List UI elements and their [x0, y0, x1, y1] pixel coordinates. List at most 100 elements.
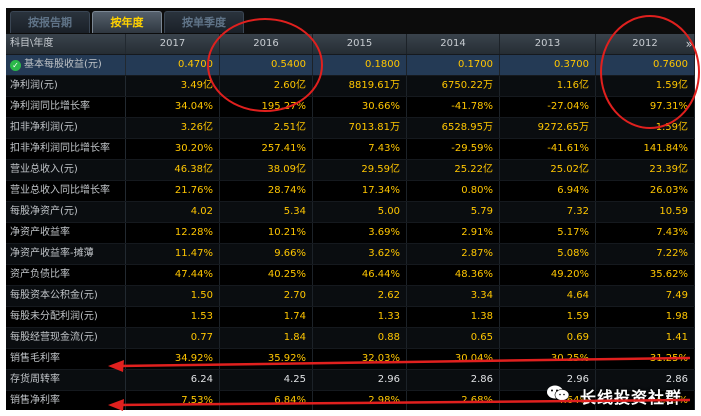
table-cell: 9.66% — [220, 244, 313, 264]
table-cell: 30.66% — [313, 97, 407, 117]
row-label: 销售净利率 — [6, 391, 126, 410]
row-label-text: 每股资本公积金(元) — [10, 290, 98, 301]
table-cell: 2.86 — [596, 370, 695, 390]
row-label-text: 扣非净利润(元) — [10, 122, 78, 133]
table-cell: 35.62% — [596, 265, 695, 285]
table-row[interactable]: 营业总收入(元) 46.38亿 38.09亿 29.59亿 25.22亿 25.02亿 23… — [6, 160, 695, 181]
table-row[interactable]: ✓ 基本每股收益(元) 0.4700 0.5400 0.1800 0.1700 0.3700… — [6, 55, 695, 76]
table-cell: 0.3700 — [500, 55, 596, 75]
table-cell: -41.78% — [407, 97, 500, 117]
table-cell: 29.59亿 — [313, 160, 407, 180]
table-cell: 8819.61万 — [313, 76, 407, 96]
header-year[interactable]: 2012 — [596, 34, 695, 54]
table-row[interactable]: 净资产收益率 12.28% 10.21% 3.69% 2.91% 5.17% 7.43% — [6, 223, 695, 244]
header-label: 科目\年度 — [6, 34, 126, 54]
table-cell: 25.02亿 — [500, 160, 596, 180]
table-cell: 257.41% — [220, 139, 313, 159]
check-icon[interactable]: ✓ — [10, 60, 21, 71]
scroll-right-icon[interactable]: » — [685, 37, 693, 51]
row-label: 净利润同比增长率 — [6, 97, 126, 117]
table-cell: 17.34% — [313, 181, 407, 201]
table-cell: 0.1800 — [313, 55, 407, 75]
table-cell: 0.4700 — [126, 55, 220, 75]
table-cell: 28.74% — [220, 181, 313, 201]
row-label-text: 资产负债比率 — [10, 269, 70, 280]
row-label-text: 销售净利率 — [10, 395, 60, 406]
table-row[interactable]: 销售毛利率 34.92% 35.92% 32.03% 30.04% 30.25% 31.25… — [6, 349, 695, 370]
table-cell: 30.25% — [500, 349, 596, 369]
tab-bar: 按报告期 按年度 按单季度 — [6, 8, 695, 34]
table-cell: 2.70 — [220, 286, 313, 306]
table-row[interactable]: 营业总收入同比增长率 21.76% 28.74% 17.34% 0.80% 6.94% 26… — [6, 181, 695, 202]
finance-window: 按报告期 按年度 按单季度 科目\年度 2017 2016 2015 2014 2013… — [6, 8, 695, 410]
table-row[interactable]: 每股资本公积金(元) 1.50 2.70 2.62 3.34 4.64 7.49 — [6, 286, 695, 307]
table-cell: 3.62% — [313, 244, 407, 264]
table-cell: 3.69% — [313, 223, 407, 243]
table-cell: 0.88 — [313, 328, 407, 348]
table-cell: 21.76% — [126, 181, 220, 201]
table-row[interactable]: 净利润同比增长率 34.04% 195.27% 30.66% -41.78% -27.04… — [6, 97, 695, 118]
row-label: 净资产收益率-摊薄 — [6, 244, 126, 264]
row-label: 销售毛利率 — [6, 349, 126, 369]
table-row[interactable]: 每股经营现金流(元) 0.77 1.84 0.88 0.65 0.69 1.41 — [6, 328, 695, 349]
table-cell: 10.21% — [220, 223, 313, 243]
table-cell: 25.22亿 — [407, 160, 500, 180]
row-label-text: 销售毛利率 — [10, 353, 60, 364]
header-year[interactable]: 2014 — [407, 34, 500, 54]
table-cell: 5.08% — [500, 244, 596, 264]
table-cell: 2.96 — [500, 370, 596, 390]
table-cell: 5.17% — [500, 223, 596, 243]
table-cell: 6.24 — [126, 370, 220, 390]
row-label-text: 每股净资产(元) — [10, 206, 78, 217]
table-cell: 7.43% — [313, 139, 407, 159]
table-cell: 40.25% — [220, 265, 313, 285]
table-cell: 1.59亿 — [596, 76, 695, 96]
table-row[interactable]: 每股未分配利润(元) 1.53 1.74 1.33 1.38 1.59 1.98 — [6, 307, 695, 328]
row-label-text: 净资产收益率-摊薄 — [10, 248, 94, 259]
table-row[interactable]: 存货周转率 6.24 4.25 2.96 2.86 2.96 2.86 — [6, 370, 695, 391]
row-label-text: 基本每股收益(元) — [24, 59, 102, 70]
table-cell: 1.59亿 — [596, 118, 695, 138]
table-cell: 7.32 — [500, 202, 596, 222]
tab-by-quarter[interactable]: 按单季度 — [164, 11, 244, 33]
table-row[interactable]: 净资产收益率-摊薄 11.47% 9.66% 3.62% 2.87% 5.08% 7.22% — [6, 244, 695, 265]
row-label: 每股经营现金流(元) — [6, 328, 126, 348]
header-year[interactable]: 2016 — [220, 34, 313, 54]
table-cell: 195.27% — [220, 97, 313, 117]
table-cell: 35.92% — [220, 349, 313, 369]
table-row[interactable]: 扣非净利润同比增长率 30.20% 257.41% 7.43% -29.59% -41.6… — [6, 139, 695, 160]
row-label-text: 营业总收入同比增长率 — [10, 185, 110, 196]
table-cell: 31.25% — [596, 349, 695, 369]
row-label: 资产负债比率 — [6, 265, 126, 285]
table-row[interactable]: 每股净资产(元) 4.02 5.34 5.00 5.79 7.32 10.59 — [6, 202, 695, 223]
table-cell: 7.53% — [126, 391, 220, 410]
table-cell: 46.38亿 — [126, 160, 220, 180]
table-cell: 2.60亿 — [220, 76, 313, 96]
table-cell: 38.09亿 — [220, 160, 313, 180]
table-cell: 4.02 — [126, 202, 220, 222]
table-cell: 34.92% — [126, 349, 220, 369]
tab-by-report-period[interactable]: 按报告期 — [10, 11, 90, 33]
header-year[interactable]: 2017 — [126, 34, 220, 54]
table-cell: 30.04% — [407, 349, 500, 369]
table-cell: 5.34 — [220, 202, 313, 222]
table-row[interactable]: 净利润(元) 3.49亿 2.60亿 8819.61万 6750.22万 1.16亿 1.5… — [6, 76, 695, 97]
table-cell: 0.77 — [126, 328, 220, 348]
row-label: 扣非净利润同比增长率 — [6, 139, 126, 159]
table-cell: 2.68% — [407, 391, 500, 410]
table-row[interactable]: 扣非净利润(元) 3.26亿 2.51亿 7013.81万 6528.95万 9272.6… — [6, 118, 695, 139]
row-label: 营业总收入同比增长率 — [6, 181, 126, 201]
table-row[interactable]: 资产负债比率 47.44% 40.25% 46.44% 48.36% 49.20% 35.6… — [6, 265, 695, 286]
watermark-text: 长线投资社群 — [580, 388, 683, 407]
table-cell: 1.38 — [407, 307, 500, 327]
table-cell: 0.65 — [407, 328, 500, 348]
table-cell: 3.34 — [407, 286, 500, 306]
header-year[interactable]: 2013 — [500, 34, 596, 54]
table-cell: 2.51亿 — [220, 118, 313, 138]
row-label: 每股资本公积金(元) — [6, 286, 126, 306]
table-cell: 7.49 — [596, 286, 695, 306]
table-cell: 9272.65万 — [500, 118, 596, 138]
header-year[interactable]: 2015 — [313, 34, 407, 54]
tab-by-year[interactable]: 按年度 — [92, 11, 162, 33]
table-cell: 47.44% — [126, 265, 220, 285]
